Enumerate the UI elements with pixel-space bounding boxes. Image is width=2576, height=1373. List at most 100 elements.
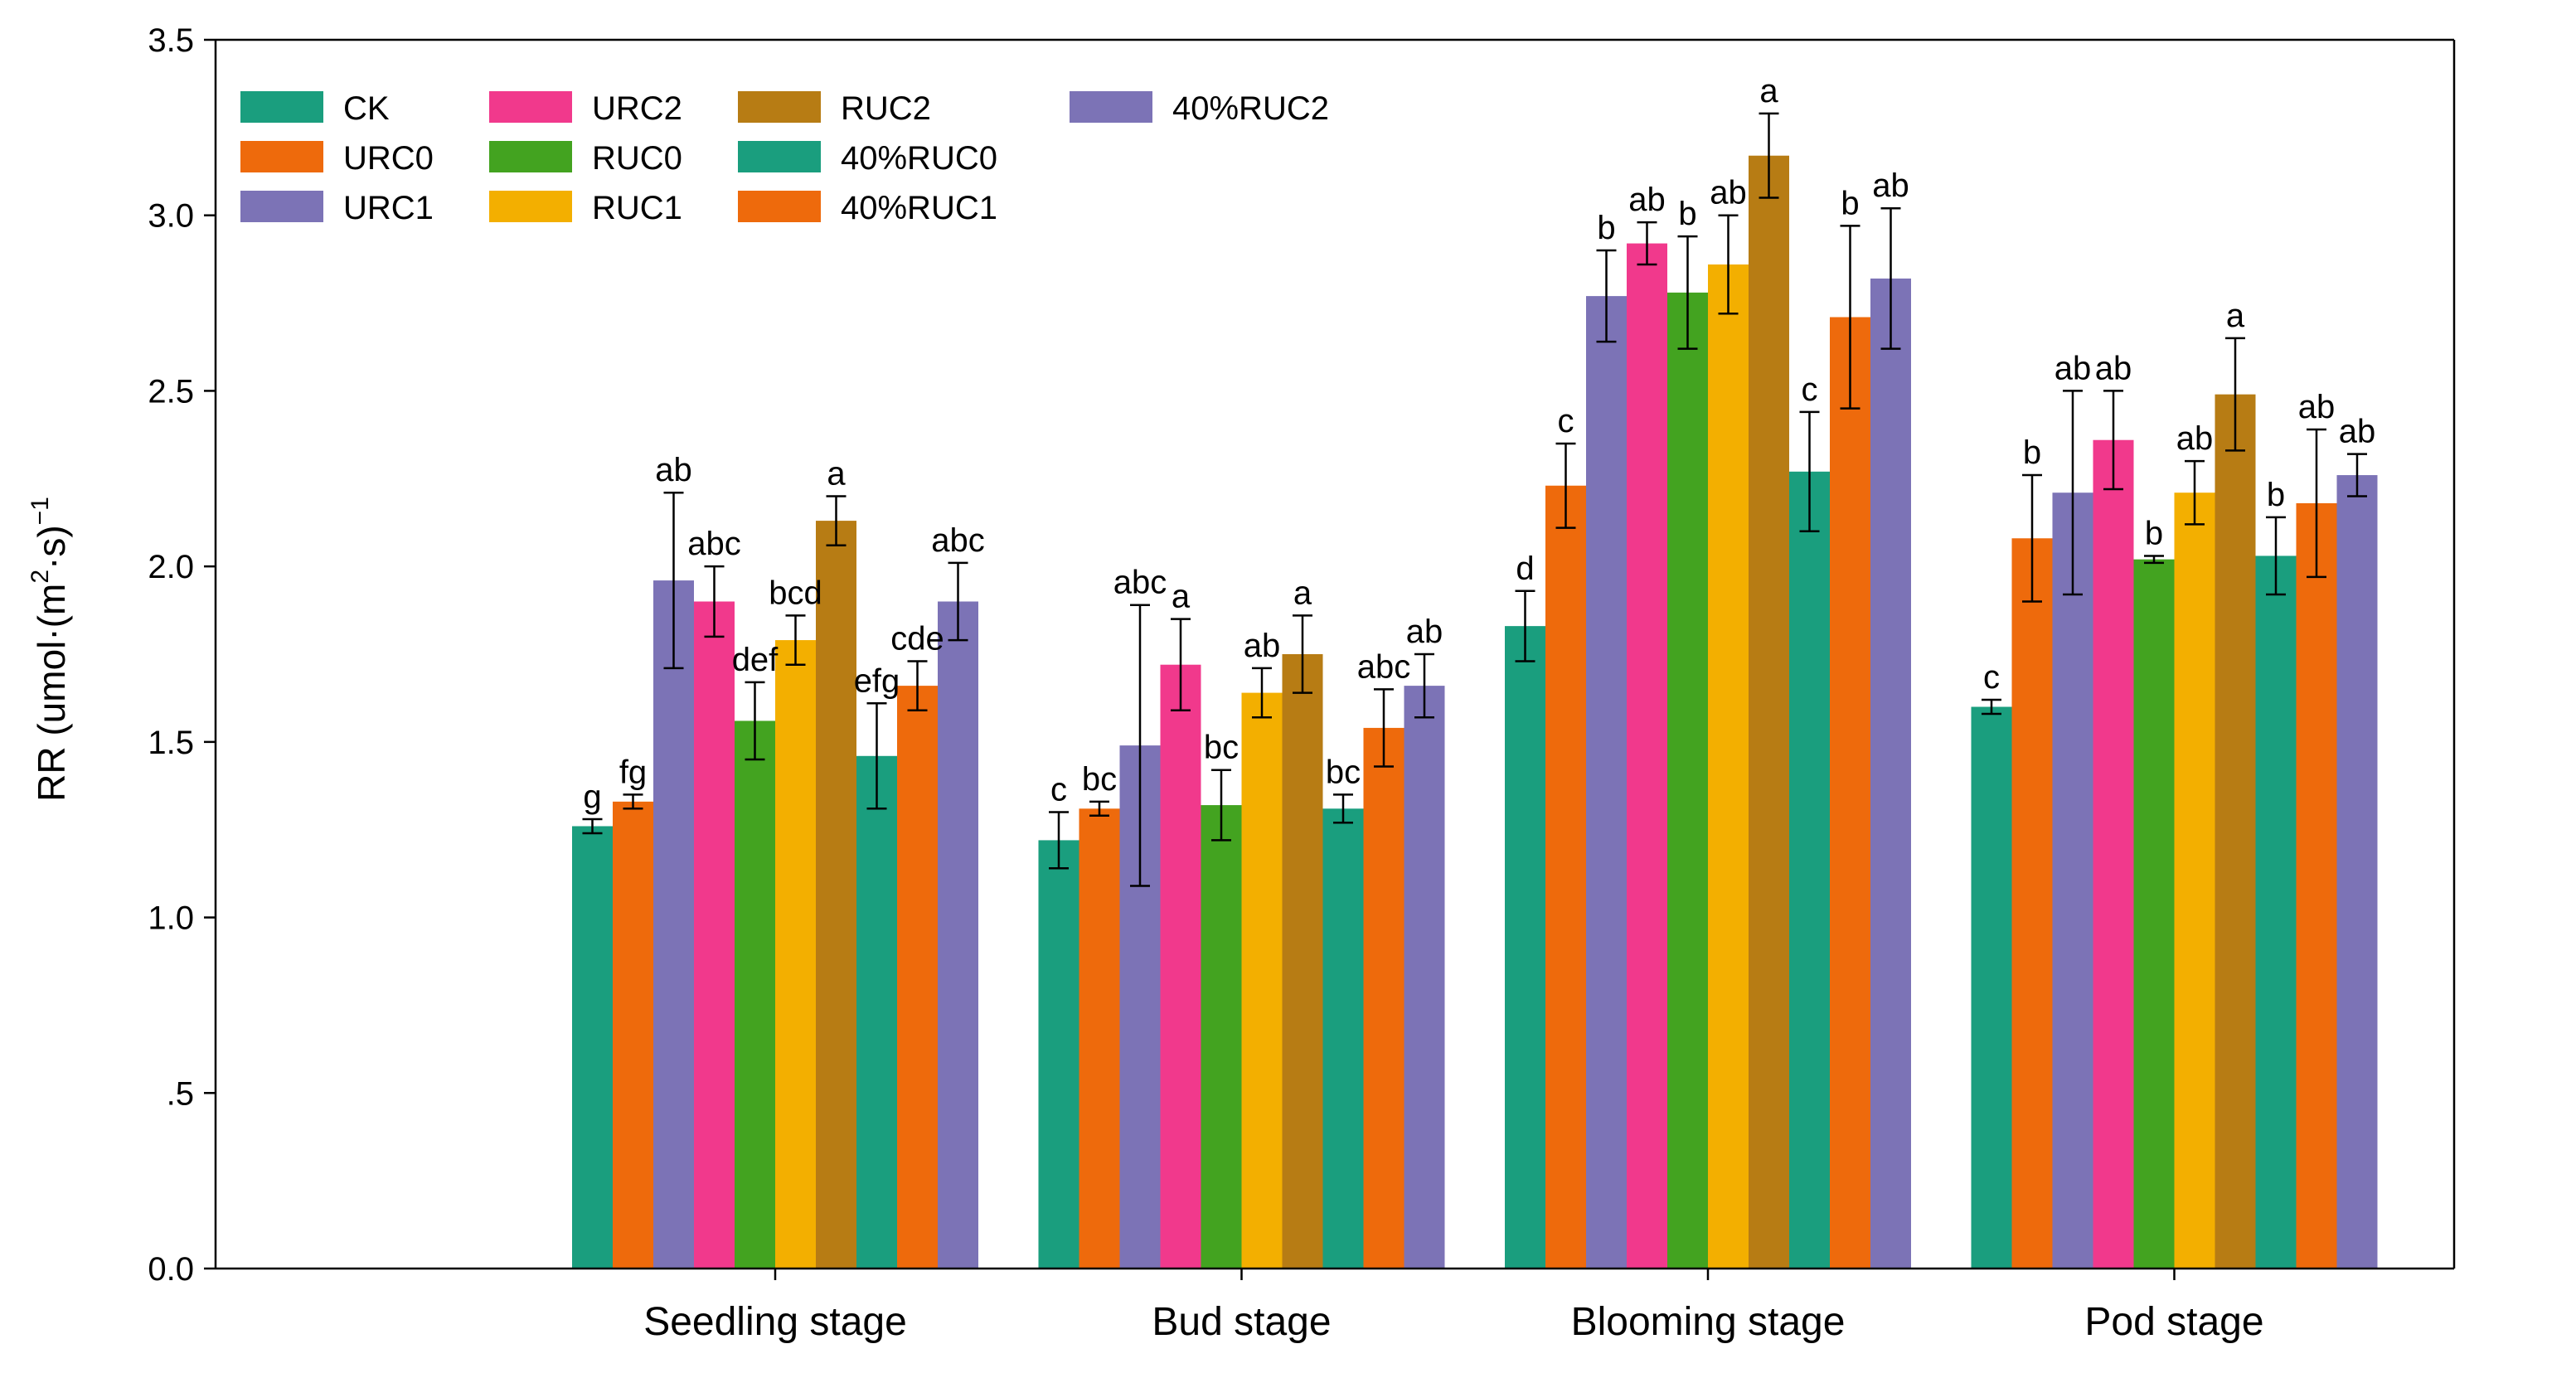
bar [1282, 654, 1323, 1269]
legend-swatch [489, 141, 572, 172]
bar [856, 755, 897, 1269]
bar [1241, 692, 1283, 1269]
bar [1404, 686, 1445, 1269]
significance-letter: b [1678, 196, 1696, 232]
y-axis-label: RR (umol·(m2·s)−1 [27, 497, 73, 802]
significance-letter: ab [1628, 182, 1666, 218]
bar [1160, 664, 1201, 1269]
bar [735, 720, 775, 1269]
bar [1870, 278, 1911, 1269]
bar [1322, 808, 1364, 1269]
bar [897, 686, 938, 1269]
x-tick-label: Seedling stage [643, 1300, 907, 1344]
significance-letter: c [1558, 403, 1574, 439]
y-label-sup-neg1: −1 [27, 497, 54, 525]
bar [1749, 155, 1789, 1269]
bar [1627, 243, 1667, 1269]
ticks-layer: Seedling stage Bud stage Blooming stage Pod… [148, 22, 2263, 1344]
significance-letter: ab [2176, 420, 2214, 457]
legend-swatch [489, 191, 572, 222]
bar [1586, 296, 1627, 1269]
bar [938, 601, 978, 1269]
y-tick-label: 1.5 [148, 725, 194, 761]
legend-label: RUC1 [592, 190, 682, 226]
significance-letter: efg [854, 662, 900, 699]
significance-letter: b [1841, 185, 1859, 221]
legend-label: CK [343, 90, 390, 127]
y-tick-label: 1.0 [148, 900, 194, 937]
bar [1708, 264, 1749, 1269]
bar [2011, 538, 2053, 1269]
x-tick-label: Blooming stage [1571, 1300, 1846, 1344]
legend: CK URC0 URC1 URC2 RUC0 RUC1 RUC2 40%RUC0 40%RUC1… [240, 90, 1329, 226]
bar [2255, 556, 2297, 1269]
y-tick-label: 2.0 [148, 549, 194, 585]
significance-letter: a [2226, 298, 2245, 334]
y-label-prefix: RR (umol·(m [30, 584, 73, 802]
axes-layer [214, 38, 2456, 1270]
legend-label: URC1 [343, 190, 434, 226]
bar [816, 521, 856, 1269]
significance-letter: c [1050, 772, 1067, 808]
significance-letter: ab [655, 452, 692, 488]
significance-letter: b [2267, 477, 2285, 513]
significance-letter: cde [890, 620, 944, 657]
significance-letter: d [1516, 551, 1534, 587]
legend-swatch [738, 91, 821, 123]
bar [653, 580, 694, 1269]
significance-letter: ab [2298, 389, 2336, 425]
significance-letter: ab [2054, 350, 2092, 386]
y-label-sup2: 2 [27, 570, 54, 584]
bar [572, 826, 613, 1269]
legend-label: RUC2 [841, 90, 931, 127]
significance-letter: bc [1082, 761, 1117, 798]
significance-letter: g [583, 779, 601, 815]
bar [1038, 840, 1079, 1269]
bar [1789, 471, 1830, 1269]
y-tick-label: 2.5 [148, 373, 194, 410]
significance-letter: ab [2339, 414, 2376, 450]
bar [775, 640, 816, 1269]
legend-swatch [240, 141, 323, 172]
y-tick-label: 0.0 [148, 1251, 194, 1288]
bar [1201, 805, 1242, 1269]
bar [1545, 485, 1586, 1269]
legend-swatch [240, 91, 323, 123]
significance-letter: ab [1710, 175, 1747, 211]
bar [694, 601, 735, 1269]
significance-letter: a [1293, 575, 1312, 611]
significance-letter: abc [1113, 565, 1167, 601]
legend-swatch [738, 191, 821, 222]
bar [2052, 492, 2093, 1269]
legend-swatch [1070, 91, 1152, 123]
y-tick-label: 3.5 [148, 22, 194, 59]
significance-letter: b [2023, 434, 2041, 471]
significance-letter: ab [1872, 167, 1909, 204]
legend-swatch [240, 191, 323, 222]
significance-letter: c [1983, 659, 2000, 696]
bar [1830, 317, 1870, 1269]
y-tick-label: .5 [167, 1075, 194, 1112]
bar [2133, 559, 2175, 1269]
significance-letter: ab [2095, 350, 2132, 386]
significance-letter: a [1759, 73, 1778, 109]
significance-letter: abc [1357, 648, 1411, 685]
bar [2174, 492, 2215, 1269]
significance-letter: bc [1326, 754, 1361, 790]
significance-letter: bc [1204, 730, 1239, 766]
y-tick-label: 3.0 [148, 198, 194, 235]
significance-letter: ab [1406, 614, 1443, 650]
legend-label: 40%RUC2 [1172, 90, 1329, 127]
legend-label: URC0 [343, 140, 434, 177]
significance-letter: abc [931, 522, 985, 559]
x-tick-label: Pod stage [2084, 1300, 2263, 1344]
significance-letter: def [732, 642, 779, 678]
legend-label: 40%RUC1 [841, 190, 997, 226]
significance-letter: ab [1244, 628, 1281, 664]
significance-letter: a [1172, 579, 1191, 615]
bar [1079, 808, 1120, 1269]
significance-letter: fg [619, 754, 647, 790]
legend-label: RUC0 [592, 140, 682, 177]
